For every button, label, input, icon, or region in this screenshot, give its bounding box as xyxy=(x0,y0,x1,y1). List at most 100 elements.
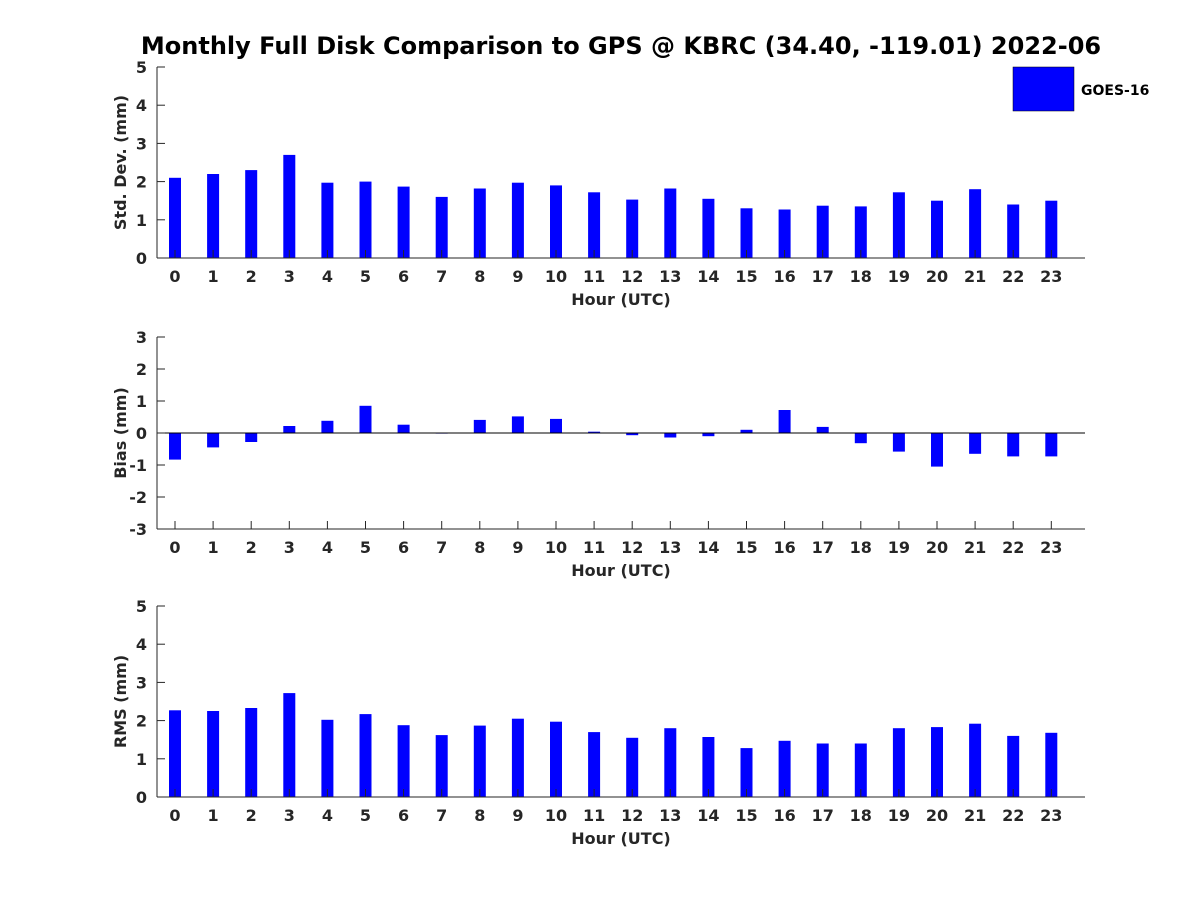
bar-rms-hour-2 xyxy=(245,708,258,797)
bar-std-dev-hour-12 xyxy=(626,199,639,258)
y-tick-label: 4 xyxy=(136,635,147,654)
bar-rms-hour-7 xyxy=(435,735,448,797)
bar-rms-hour-0 xyxy=(169,710,181,797)
x-axis-label: Hour (UTC) xyxy=(571,561,671,580)
x-tick-label: 4 xyxy=(322,267,333,286)
x-tick-label: 12 xyxy=(621,267,643,286)
x-tick-label: 6 xyxy=(398,267,409,286)
x-tick-label: 12 xyxy=(621,806,643,825)
x-tick-label: 4 xyxy=(322,806,333,825)
x-tick-label: 7 xyxy=(436,806,447,825)
y-tick-label: 3 xyxy=(136,328,147,347)
x-tick-label: 3 xyxy=(284,538,295,557)
bar-std-dev-hour-19 xyxy=(892,192,905,258)
x-tick-label: 18 xyxy=(850,538,872,557)
y-axis-label: Std. Dev. (mm) xyxy=(111,95,130,230)
bar-rms-hour-8 xyxy=(473,725,486,797)
x-tick-label: 1 xyxy=(208,538,219,557)
x-tick-label: 0 xyxy=(169,538,180,557)
bar-rms-hour-5 xyxy=(359,714,372,797)
bar-bias-hour-4 xyxy=(321,420,334,433)
x-tick-label: 10 xyxy=(545,538,567,557)
x-tick-label: 18 xyxy=(850,267,872,286)
x-tick-label: 16 xyxy=(773,806,795,825)
x-tick-label: 17 xyxy=(812,538,834,557)
bar-std-dev-hour-1 xyxy=(207,174,220,258)
bar-std-dev-hour-3 xyxy=(283,154,296,258)
y-tick-label: 5 xyxy=(136,58,147,77)
y-tick-label: -3 xyxy=(129,520,147,539)
x-tick-label: 21 xyxy=(964,538,986,557)
x-tick-label: 19 xyxy=(888,538,910,557)
bar-std-dev-hour-7 xyxy=(435,196,448,258)
bar-rms-hour-14 xyxy=(702,737,715,797)
x-tick-label: 5 xyxy=(360,538,371,557)
bar-bias-hour-22 xyxy=(1007,433,1020,457)
bar-rms-hour-6 xyxy=(397,725,410,797)
bar-rms-hour-12 xyxy=(626,737,639,797)
x-tick-label: 10 xyxy=(545,806,567,825)
x-axis-label: Hour (UTC) xyxy=(571,290,671,309)
bar-std-dev-hour-15 xyxy=(740,208,753,258)
x-tick-label: 20 xyxy=(926,806,948,825)
y-tick-label: 5 xyxy=(136,597,147,616)
legend-label: GOES-16 xyxy=(1081,83,1149,99)
bar-rms-hour-1 xyxy=(207,711,220,797)
bar-bias-hour-12 xyxy=(626,433,639,436)
x-tick-label: 21 xyxy=(964,806,986,825)
bar-std-dev-hour-11 xyxy=(588,192,601,258)
x-tick-label: 19 xyxy=(888,267,910,286)
bar-rms-hour-15 xyxy=(740,748,753,797)
bar-std-dev-hour-10 xyxy=(550,185,562,258)
x-tick-label: 5 xyxy=(360,806,371,825)
y-tick-label: 3 xyxy=(136,673,147,692)
bar-rms-hour-23 xyxy=(1045,732,1058,797)
bar-rms-hour-16 xyxy=(778,740,791,797)
x-tick-label: 22 xyxy=(1002,538,1024,557)
bar-rms-hour-18 xyxy=(854,743,867,797)
y-axis-label: RMS (mm) xyxy=(111,655,130,748)
bar-std-dev-hour-13 xyxy=(664,188,677,258)
x-tick-label: 0 xyxy=(169,806,180,825)
y-tick-label: 0 xyxy=(136,424,147,443)
x-tick-label: 4 xyxy=(322,538,333,557)
x-tick-label: 2 xyxy=(246,538,257,557)
bar-rms-hour-9 xyxy=(511,718,524,797)
x-tick-label: 3 xyxy=(284,267,295,286)
bar-std-dev-hour-8 xyxy=(473,188,486,258)
x-tick-label: 0 xyxy=(169,267,180,286)
bar-std-dev-hour-18 xyxy=(854,206,867,258)
y-tick-label: 0 xyxy=(136,788,147,807)
bar-bias-hour-3 xyxy=(283,426,296,433)
x-tick-label: 3 xyxy=(284,806,295,825)
x-tick-label: 12 xyxy=(621,538,643,557)
bar-rms-hour-3 xyxy=(283,693,296,797)
y-axis-label: Bias (mm) xyxy=(111,387,130,479)
x-tick-label: 5 xyxy=(360,267,371,286)
bar-rms-hour-13 xyxy=(664,728,677,797)
x-tick-label: 11 xyxy=(583,538,605,557)
bar-bias-hour-5 xyxy=(359,405,372,433)
x-tick-label: 1 xyxy=(208,806,219,825)
x-tick-label: 21 xyxy=(964,267,986,286)
bar-rms-hour-20 xyxy=(931,727,943,797)
bar-bias-hour-19 xyxy=(892,433,905,452)
x-tick-label: 20 xyxy=(926,267,948,286)
x-tick-label: 22 xyxy=(1002,806,1024,825)
y-tick-label: 0 xyxy=(136,249,147,268)
x-tick-label: 6 xyxy=(398,806,409,825)
bar-std-dev-hour-20 xyxy=(931,200,943,258)
y-tick-label: 1 xyxy=(136,392,147,411)
x-tick-label: 14 xyxy=(697,538,719,557)
y-tick-label: 2 xyxy=(136,173,147,192)
y-tick-label: 1 xyxy=(136,750,147,769)
bar-rms-hour-22 xyxy=(1007,735,1020,797)
bar-rms-hour-19 xyxy=(892,728,905,797)
x-tick-label: 14 xyxy=(697,267,719,286)
y-tick-label: 3 xyxy=(136,134,147,153)
x-tick-label: 2 xyxy=(246,806,257,825)
y-tick-label: 2 xyxy=(136,360,147,379)
bar-rms-hour-4 xyxy=(321,719,334,797)
